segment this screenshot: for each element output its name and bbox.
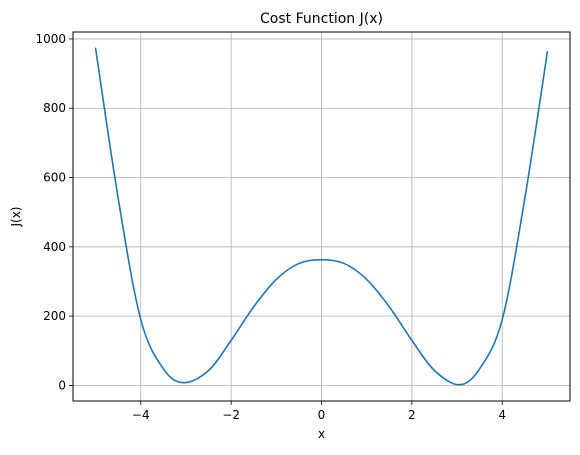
grid — [73, 32, 570, 401]
y-tick-label: 400 — [43, 240, 66, 254]
y-tick-label: 1000 — [35, 32, 66, 46]
x-tick-label: 2 — [408, 408, 416, 422]
series-layer — [94, 47, 549, 386]
x-axis-label: x — [318, 427, 325, 441]
y-axis-ticks: 0 200 400 600 800 1000 — [35, 32, 73, 392]
x-tick-label: 0 — [318, 408, 326, 422]
series-line — [94, 47, 549, 386]
y-tick-label: 0 — [58, 378, 66, 392]
x-tick-label: 4 — [498, 408, 506, 422]
x-tick-label: −4 — [132, 408, 150, 422]
x-axis-ticks: −4 −2 0 2 4 — [132, 401, 506, 422]
y-tick-label: 800 — [43, 101, 66, 115]
x-tick-label: −2 — [222, 408, 240, 422]
y-axis-label: J(x) — [9, 206, 23, 227]
chart-title: Cost Function J(x) — [260, 11, 383, 27]
y-tick-label: 200 — [43, 309, 66, 323]
y-tick-label: 600 — [43, 171, 66, 185]
